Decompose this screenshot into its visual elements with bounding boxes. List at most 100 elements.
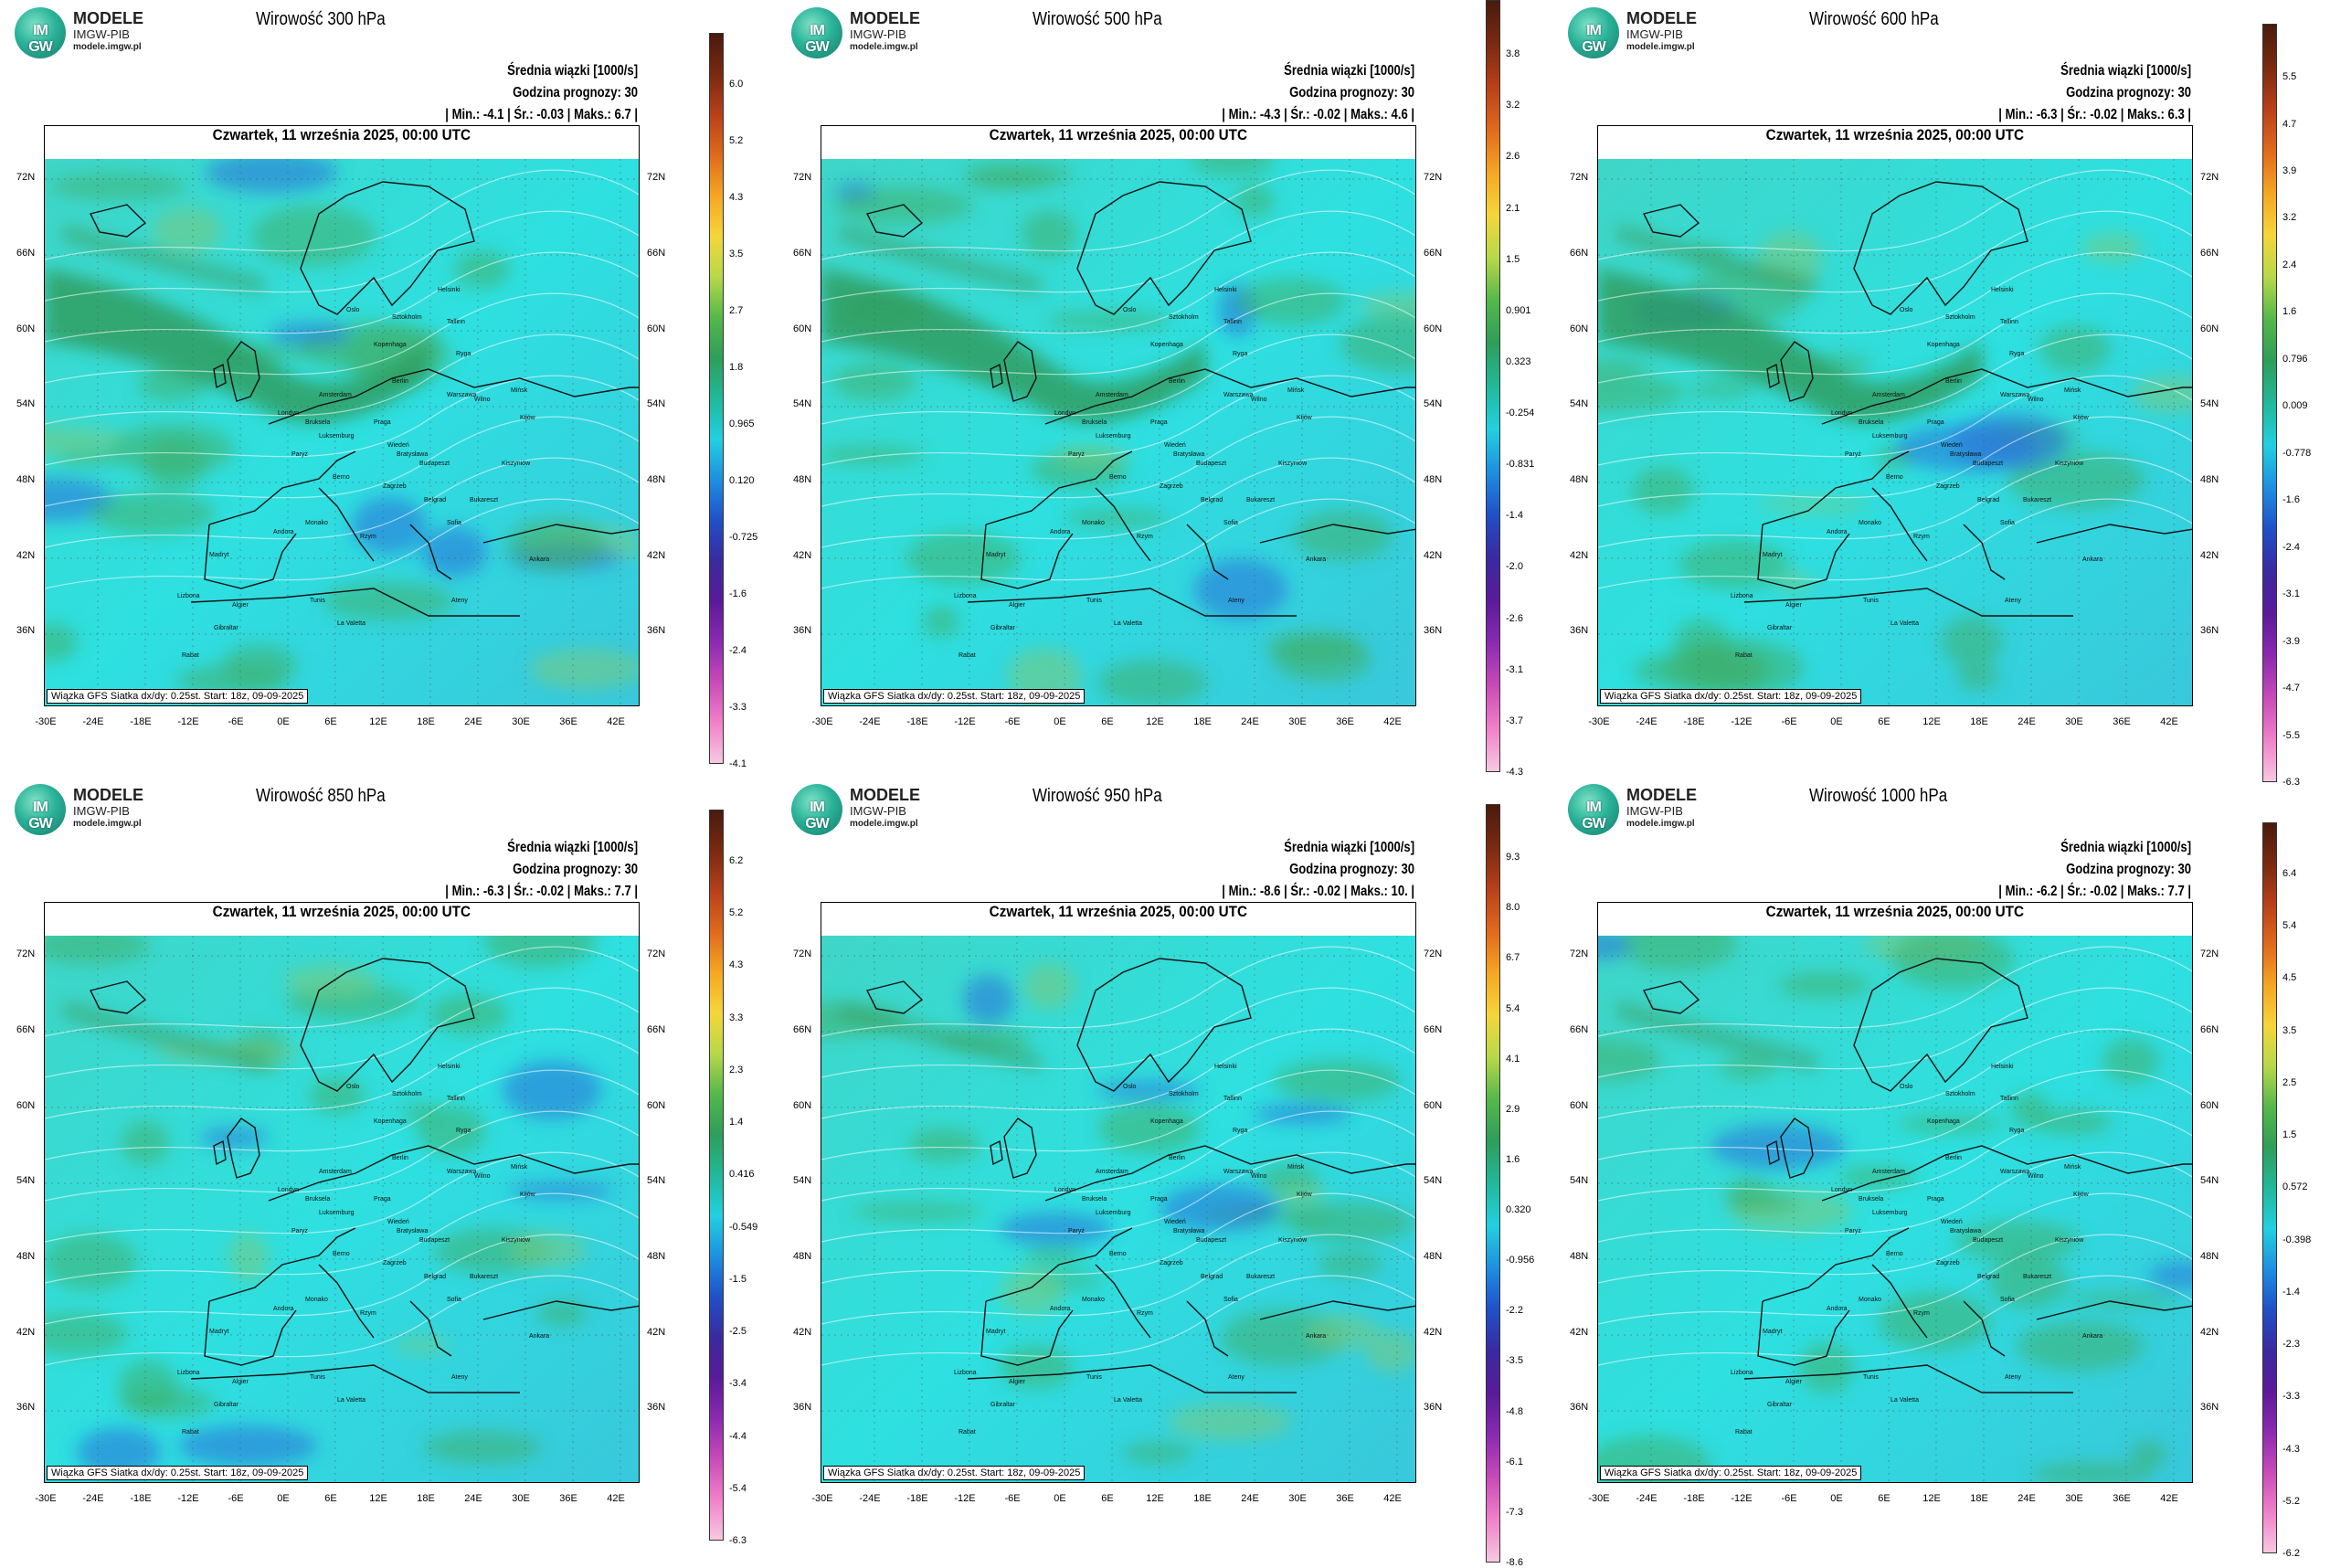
- city-label: Sztokholm: [392, 1091, 422, 1097]
- city-label: La Valetta: [337, 1397, 366, 1404]
- lat-label: 42N: [2200, 1327, 2219, 1338]
- lon-label: 18E: [417, 716, 435, 727]
- city-label: Monako: [1082, 520, 1105, 526]
- run-info-label: Wiązka GFS Siatka dx/dy: 0.25st. Start: …: [1600, 689, 1862, 704]
- lon-label: 12E: [369, 1493, 387, 1504]
- run-info-label: Wiązka GFS Siatka dx/dy: 0.25st. Start: …: [823, 1466, 1086, 1480]
- colorbar-tick-label: 3.3: [729, 1012, 744, 1023]
- lat-label: 72N: [1570, 948, 1589, 959]
- date-bar: Czwartek, 11 września 2025, 00:00 UTC: [1598, 903, 2192, 937]
- mean-label: Średnia wiązki [1000/s]: [1284, 840, 1414, 855]
- lat-label: 36N: [2200, 1402, 2219, 1413]
- lat-label: 42N: [16, 550, 36, 561]
- colorbar-tick-label: -2.4: [2282, 541, 2300, 553]
- colorbar-tick-label: -2.3: [2282, 1339, 2300, 1351]
- run-info-label: Wiązka GFS Siatka dx/dy: 0.25st. Start: …: [823, 689, 1086, 704]
- date-bar: Czwartek, 11 września 2025, 00:00 UTC: [45, 126, 639, 160]
- lat-label: 60N: [647, 323, 666, 334]
- city-label: Bukareszt: [2023, 1274, 2052, 1280]
- lat-label: 66N: [16, 1024, 36, 1035]
- colorbar-tick-label: -5.2: [2282, 1495, 2300, 1507]
- lat-label: 60N: [793, 323, 812, 334]
- colorbar-tick-label: -6.2: [2282, 1548, 2300, 1559]
- lon-label: 12E: [369, 716, 387, 727]
- city-label: La Valetta: [1114, 1397, 1143, 1404]
- lat-label: 42N: [1424, 1327, 1443, 1338]
- lat-label: 66N: [793, 248, 812, 259]
- city-label: Paryż: [1068, 451, 1085, 458]
- city-label: Ryga: [1233, 351, 1248, 357]
- city-label: Sofia: [2000, 520, 2015, 526]
- lon-label: -24E: [859, 1493, 881, 1504]
- colorbar-tick-label: 9.3: [1506, 852, 1520, 863]
- lon-label: 6E: [324, 716, 337, 727]
- city-label: Lizbona: [1731, 1370, 1753, 1376]
- colorbar-tick-label: 4.1: [1506, 1053, 1520, 1065]
- city-label: Warszawa: [447, 392, 477, 398]
- forecast-hour: Godzina prognozy: 30: [2065, 85, 2191, 101]
- lon-label: -12E: [177, 1493, 199, 1504]
- colorbar-tick-label: -0.254: [1506, 408, 1535, 419]
- lat-label: 66N: [2200, 248, 2219, 259]
- city-label: Ankara: [1306, 556, 1327, 563]
- city-label: Kiszyniów: [502, 461, 531, 467]
- lat-label: 42N: [16, 1327, 36, 1338]
- city-label: La Valetta: [1114, 620, 1143, 627]
- lat-label: 42N: [1570, 1327, 1589, 1338]
- colorbar-tick-label: 0.416: [729, 1169, 755, 1181]
- lon-label: -6E: [228, 1493, 244, 1504]
- city-label: Kiszyniów: [1278, 461, 1308, 467]
- colorbar-tick-label: 1.8: [729, 362, 744, 373]
- city-label: Bukareszt: [470, 1274, 499, 1280]
- colorbar-tick-label: 3.9: [2282, 165, 2297, 177]
- lat-label: 48N: [793, 474, 812, 485]
- lat-label: 60N: [16, 1100, 36, 1111]
- imgw-logo: IM GW MODELE IMGW-PIB modele.imgw.pl: [15, 7, 161, 58]
- logo-url: modele.imgw.pl: [1626, 819, 1695, 829]
- lon-label: -6E: [228, 716, 244, 727]
- city-label: Sztokholm: [392, 314, 422, 321]
- lon-label: -6E: [1004, 716, 1021, 727]
- city-label: Luksemburg: [319, 433, 355, 440]
- city-label: Andora: [1827, 529, 1848, 535]
- forecast-hour: Godzina prognozy: 30: [2065, 862, 2191, 877]
- stats-block: Średnia wiązki [1000/s] Godzina prognozy…: [1222, 837, 1414, 903]
- stats-line: | Min.: -6.3 | Śr.: -0.02 | Maks.: 7.7 |: [445, 884, 638, 899]
- colorbar-tick-label: -4.3: [2282, 1443, 2300, 1455]
- panel-title: Wirowość 600 hPa: [1809, 9, 1939, 29]
- lon-label: 36E: [1336, 1493, 1354, 1504]
- map-panel-6: IM GW MODELE IMGW-PIB modele.imgw.pl Wir…: [1553, 777, 2330, 1559]
- city-label: Berlin: [1169, 1155, 1185, 1161]
- colorbar-tick-label: 1.6: [2282, 306, 2297, 318]
- map-frame: Czwartek, 11 września 2025, 00:00 UTC He…: [1597, 902, 2193, 1483]
- city-label: Helsinki: [1214, 287, 1237, 293]
- vorticity-field: [821, 936, 1415, 1482]
- city-label: Kijów: [1297, 415, 1312, 421]
- city-label: Kiszyniów: [502, 1237, 531, 1244]
- lon-label: 6E: [1101, 1493, 1114, 1504]
- map-panel-3: IM GW MODELE IMGW-PIB modele.imgw.pl Wir…: [1553, 0, 2330, 788]
- lon-label: 42E: [2160, 1493, 2178, 1504]
- lat-label: 36N: [1424, 1402, 1443, 1413]
- lat-label: 48N: [1570, 474, 1589, 485]
- city-label: Kijów: [2073, 1192, 2089, 1198]
- city-label: Rzym: [360, 1310, 376, 1317]
- city-label: Ryga: [2009, 351, 2025, 357]
- city-label: Oslo: [1123, 307, 1137, 313]
- lon-label: 24E: [1241, 1493, 1259, 1504]
- city-label: Algier: [232, 1379, 249, 1385]
- colorbar-tick-label: 3.5: [2282, 1024, 2297, 1036]
- colorbar: [2262, 24, 2277, 782]
- city-label: Praga: [374, 419, 391, 426]
- city-label: Bratysława: [397, 451, 429, 458]
- stats-block: Średnia wiązki [1000/s] Godzina prognozy…: [1222, 60, 1414, 126]
- colorbar-tick-label: 8.0: [1506, 902, 1520, 914]
- lon-label: 0E: [1054, 1493, 1066, 1504]
- lat-label: 72N: [793, 172, 812, 183]
- colorbar-tick-label: 2.4: [2282, 259, 2297, 270]
- lat-label: 36N: [793, 625, 812, 636]
- city-label: Belgrad: [1201, 497, 1223, 503]
- map-frame: Czwartek, 11 września 2025, 00:00 UTC He…: [44, 902, 640, 1483]
- city-label: Mińsk: [2064, 387, 2081, 394]
- city-label: Tunis: [1863, 598, 1879, 604]
